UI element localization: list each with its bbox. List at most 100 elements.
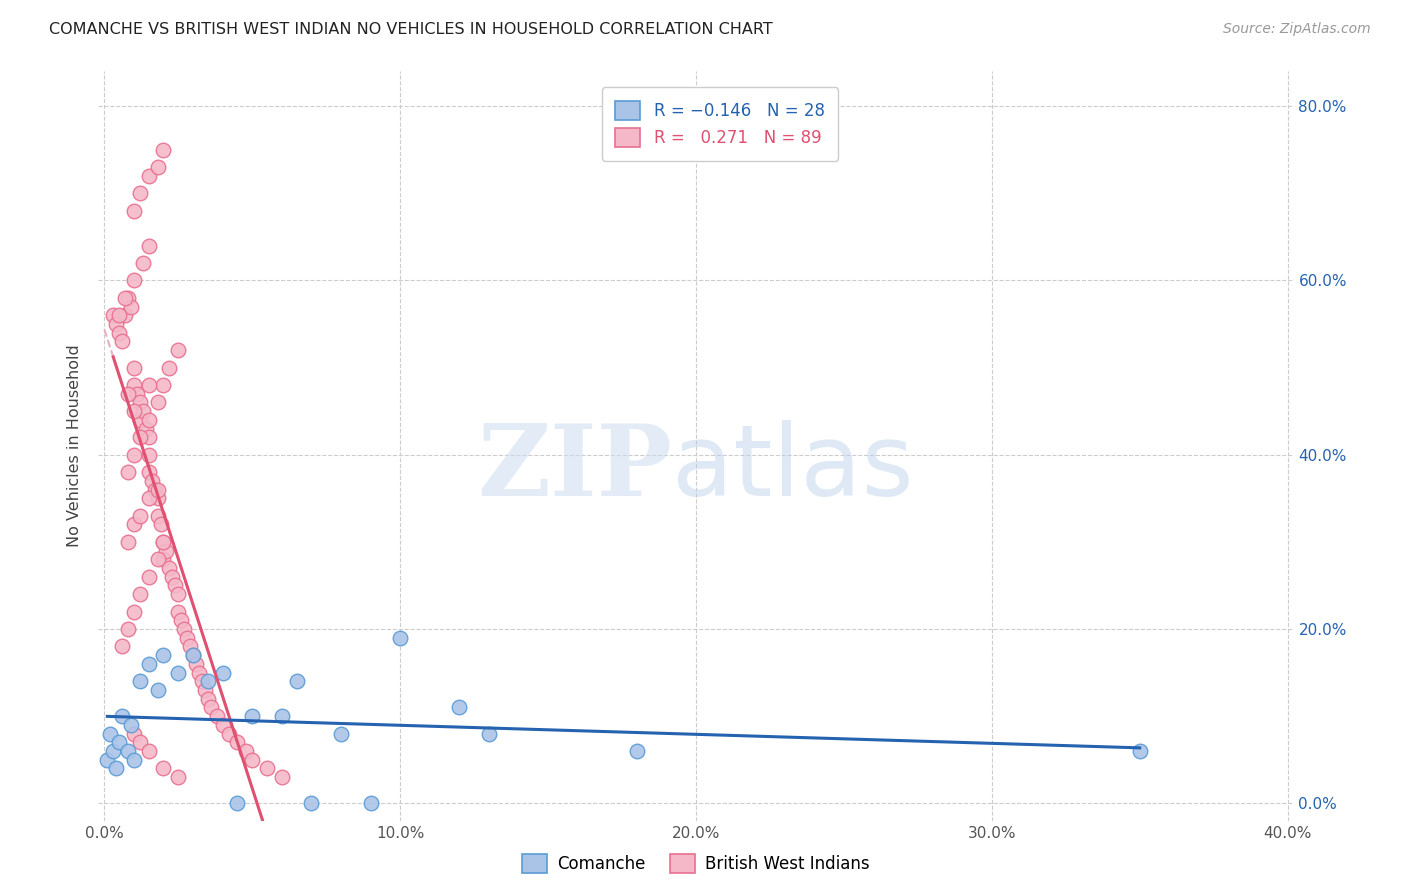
- Point: [138, 238, 160, 252]
- Point: [138, 430, 160, 444]
- Text: atlas: atlas: [672, 420, 914, 517]
- Point: [165, 578, 187, 592]
- Point: [149, 517, 172, 532]
- Point: [125, 386, 148, 401]
- Point: [197, 691, 219, 706]
- Point: [167, 343, 190, 358]
- Point: [167, 587, 190, 601]
- Point: [299, 796, 322, 810]
- Point: [138, 413, 160, 427]
- Point: [179, 640, 201, 654]
- Point: [167, 665, 190, 680]
- Point: [152, 534, 174, 549]
- Point: [330, 726, 353, 740]
- Point: [122, 203, 145, 218]
- Point: [128, 674, 150, 689]
- Point: [120, 718, 142, 732]
- Point: [108, 308, 131, 322]
- Point: [117, 534, 139, 549]
- Text: Source: ZipAtlas.com: Source: ZipAtlas.com: [1223, 22, 1371, 37]
- Point: [194, 682, 217, 697]
- Point: [128, 413, 150, 427]
- Point: [152, 648, 174, 662]
- Point: [128, 587, 150, 601]
- Point: [449, 700, 471, 714]
- Point: [173, 622, 195, 636]
- Point: [122, 517, 145, 532]
- Point: [240, 753, 263, 767]
- Point: [114, 291, 136, 305]
- Point: [103, 744, 125, 758]
- Point: [117, 744, 139, 758]
- Text: COMANCHE VS BRITISH WEST INDIAN NO VEHICLES IN HOUSEHOLD CORRELATION CHART: COMANCHE VS BRITISH WEST INDIAN NO VEHIC…: [49, 22, 773, 37]
- Point: [120, 300, 142, 314]
- Point: [108, 735, 131, 749]
- Point: [146, 682, 169, 697]
- Point: [155, 543, 177, 558]
- Point: [389, 631, 412, 645]
- Point: [143, 483, 166, 497]
- Point: [111, 709, 134, 723]
- Point: [117, 622, 139, 636]
- Point: [122, 360, 145, 375]
- Point: [98, 726, 121, 740]
- Point: [138, 378, 160, 392]
- Point: [138, 744, 160, 758]
- Point: [176, 631, 198, 645]
- Point: [626, 744, 648, 758]
- Point: [122, 448, 145, 462]
- Point: [111, 334, 134, 349]
- Point: [181, 648, 204, 662]
- Point: [157, 561, 180, 575]
- Point: [211, 718, 233, 732]
- Point: [122, 726, 145, 740]
- Point: [138, 657, 160, 671]
- Point: [235, 744, 257, 758]
- Point: [138, 169, 160, 183]
- Legend: Comanche, British West Indians: Comanche, British West Indians: [516, 847, 876, 880]
- Point: [108, 326, 131, 340]
- Point: [122, 404, 145, 418]
- Point: [146, 508, 169, 523]
- Point: [111, 640, 134, 654]
- Point: [128, 395, 150, 409]
- Point: [360, 796, 382, 810]
- Point: [122, 378, 145, 392]
- Point: [138, 491, 160, 506]
- Y-axis label: No Vehicles in Household: No Vehicles in Household: [67, 344, 83, 548]
- Point: [167, 605, 190, 619]
- Point: [240, 709, 263, 723]
- Point: [122, 273, 145, 287]
- Point: [146, 395, 169, 409]
- Point: [152, 552, 174, 566]
- Point: [197, 674, 219, 689]
- Point: [146, 160, 169, 174]
- Point: [117, 386, 139, 401]
- Point: [478, 726, 501, 740]
- Point: [128, 186, 150, 201]
- Point: [132, 256, 155, 270]
- Point: [122, 605, 145, 619]
- Point: [188, 665, 211, 680]
- Point: [205, 709, 228, 723]
- Point: [117, 465, 139, 479]
- Point: [200, 700, 222, 714]
- Point: [162, 570, 184, 584]
- Point: [285, 674, 308, 689]
- Point: [138, 448, 160, 462]
- Point: [211, 665, 233, 680]
- Point: [256, 761, 278, 775]
- Point: [105, 317, 128, 331]
- Point: [117, 291, 139, 305]
- Point: [1129, 744, 1152, 758]
- Point: [226, 735, 249, 749]
- Point: [146, 491, 169, 506]
- Point: [103, 308, 125, 322]
- Point: [138, 465, 160, 479]
- Point: [105, 761, 128, 775]
- Point: [135, 421, 157, 435]
- Point: [146, 483, 169, 497]
- Point: [226, 796, 249, 810]
- Point: [138, 570, 160, 584]
- Point: [128, 430, 150, 444]
